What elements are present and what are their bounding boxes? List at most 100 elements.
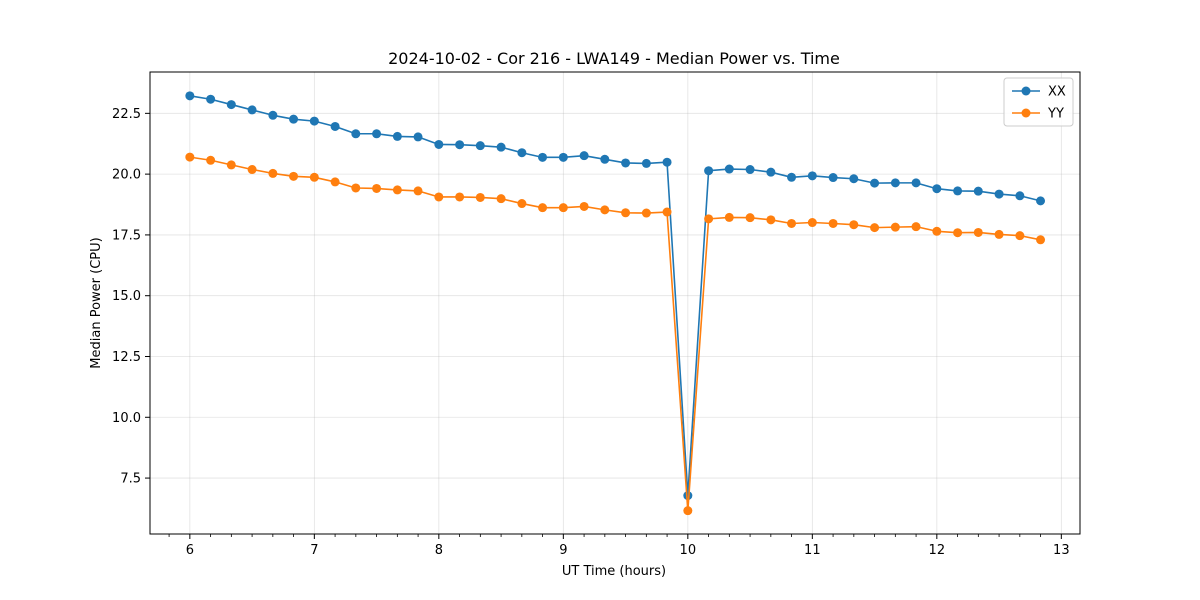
data-point-yy bbox=[994, 229, 1004, 239]
data-point-yy bbox=[434, 192, 444, 202]
data-point-xx bbox=[351, 129, 361, 139]
data-point-xx bbox=[683, 491, 693, 501]
data-point-xx bbox=[309, 116, 319, 126]
series-xx bbox=[185, 91, 1046, 501]
data-point-yy bbox=[745, 213, 755, 223]
data-point-yy bbox=[413, 186, 423, 196]
data-point-xx bbox=[932, 184, 942, 194]
data-point-xx bbox=[828, 173, 838, 183]
data-point-yy bbox=[289, 171, 299, 181]
data-point-xx bbox=[704, 166, 714, 176]
data-point-xx bbox=[600, 154, 610, 164]
data-point-xx bbox=[973, 186, 983, 196]
data-point-xx bbox=[330, 121, 340, 131]
data-point-yy bbox=[890, 222, 900, 232]
data-point-yy bbox=[496, 194, 506, 204]
chart-title: 2024-10-02 - Cor 216 - LWA149 - Median P… bbox=[388, 49, 840, 68]
legend-marker-xx bbox=[1021, 86, 1031, 96]
data-point-yy bbox=[517, 199, 527, 209]
data-point-xx bbox=[641, 158, 651, 168]
data-point-xx bbox=[787, 172, 797, 182]
data-point-xx bbox=[807, 171, 817, 181]
data-point-xx bbox=[953, 186, 963, 196]
data-point-yy bbox=[870, 223, 880, 233]
data-point-xx bbox=[890, 178, 900, 188]
data-point-xx bbox=[538, 152, 548, 162]
series-layer bbox=[185, 91, 1046, 516]
data-point-xx bbox=[662, 157, 672, 167]
data-point-xx bbox=[724, 164, 734, 174]
data-point-yy bbox=[579, 201, 589, 211]
data-point-xx bbox=[1015, 191, 1025, 201]
data-point-xx bbox=[434, 139, 444, 149]
legend-box bbox=[1003, 77, 1074, 127]
data-point-yy bbox=[538, 203, 548, 213]
data-point-yy bbox=[475, 192, 485, 202]
data-point-yy bbox=[185, 152, 195, 162]
series-yy bbox=[185, 152, 1046, 516]
data-point-yy bbox=[911, 222, 921, 232]
data-point-xx bbox=[579, 151, 589, 161]
grid-layer bbox=[150, 72, 1080, 534]
data-point-yy bbox=[766, 215, 776, 225]
data-point-xx bbox=[226, 100, 236, 110]
x-tick-label: 8 bbox=[435, 543, 443, 558]
data-point-xx bbox=[247, 105, 257, 115]
legend-label-xx: XX bbox=[1048, 85, 1066, 100]
data-point-yy bbox=[247, 165, 257, 175]
data-point-yy bbox=[309, 172, 319, 182]
data-point-xx bbox=[621, 158, 631, 168]
data-point-yy bbox=[268, 168, 278, 178]
data-point-yy bbox=[351, 183, 361, 193]
data-point-yy bbox=[330, 177, 340, 187]
data-point-yy bbox=[932, 226, 942, 236]
data-point-xx bbox=[745, 165, 755, 175]
x-tick-label: 7 bbox=[310, 543, 318, 558]
data-point-yy bbox=[641, 208, 651, 218]
legend-marker-yy bbox=[1021, 108, 1031, 118]
data-point-xx bbox=[289, 114, 299, 124]
data-point-yy bbox=[724, 212, 734, 222]
data-point-xx bbox=[994, 189, 1004, 199]
data-point-xx bbox=[911, 178, 921, 188]
data-point-xx bbox=[268, 110, 278, 120]
data-point-yy bbox=[787, 218, 797, 228]
y-tick-label: 7.5 bbox=[120, 472, 141, 487]
x-tick-label: 13 bbox=[1053, 543, 1070, 558]
data-point-yy bbox=[226, 160, 236, 170]
data-point-xx bbox=[766, 167, 776, 177]
data-point-xx bbox=[206, 94, 216, 104]
data-point-xx bbox=[496, 142, 506, 152]
data-point-yy bbox=[372, 183, 382, 193]
data-point-xx bbox=[849, 174, 859, 184]
data-point-xx bbox=[517, 148, 527, 158]
data-point-xx bbox=[413, 132, 423, 142]
y-tick-label: 17.5 bbox=[112, 228, 141, 243]
y-axis-label: Median Power (CPU) bbox=[89, 237, 104, 368]
data-point-yy bbox=[849, 220, 859, 230]
data-point-yy bbox=[558, 203, 568, 213]
data-point-xx bbox=[870, 178, 880, 188]
plot-frame bbox=[149, 71, 1081, 535]
data-point-yy bbox=[683, 506, 693, 516]
data-point-yy bbox=[953, 228, 963, 238]
legend: XX YY bbox=[1003, 77, 1074, 127]
data-point-yy bbox=[704, 214, 714, 224]
data-point-xx bbox=[1036, 196, 1046, 206]
data-point-yy bbox=[392, 185, 402, 195]
x-tick-label: 11 bbox=[804, 543, 821, 558]
data-point-yy bbox=[1015, 231, 1025, 241]
data-point-xx bbox=[558, 152, 568, 162]
x-tick-label: 12 bbox=[929, 543, 946, 558]
data-point-yy bbox=[600, 205, 610, 215]
data-point-yy bbox=[621, 208, 631, 218]
x-axis-label: UT Time (hours) bbox=[562, 564, 666, 579]
data-point-yy bbox=[455, 192, 465, 202]
data-point-yy bbox=[828, 218, 838, 228]
data-point-xx bbox=[475, 141, 485, 151]
x-tick-label: 9 bbox=[559, 543, 567, 558]
data-point-yy bbox=[206, 155, 216, 165]
data-point-xx bbox=[185, 91, 195, 101]
y-tick-label: 22.5 bbox=[112, 107, 141, 122]
